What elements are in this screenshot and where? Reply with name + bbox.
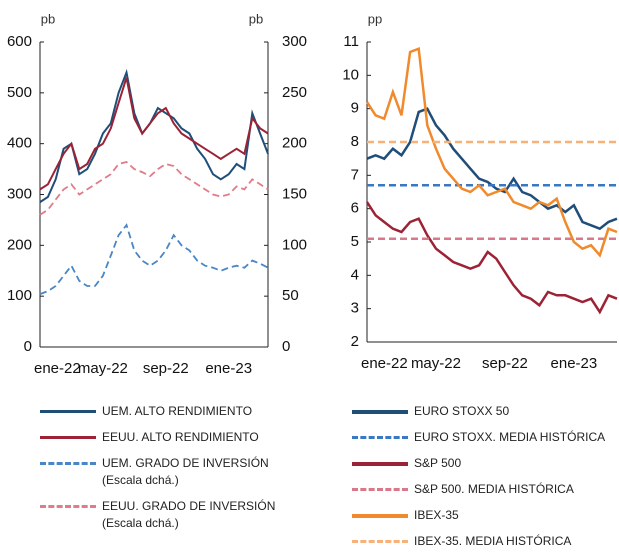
x-tick-label: ene-22 <box>361 355 408 372</box>
x-tick-label: ene-23 <box>551 355 598 372</box>
y-tick-label: 400 <box>7 135 32 152</box>
y2-tick-label: 50 <box>282 287 299 304</box>
legend-swatch <box>40 462 96 465</box>
y-tick-label: 7 <box>351 166 359 183</box>
series-line <box>39 161 269 216</box>
y2-tick-label: 250 <box>282 84 307 101</box>
series-line <box>39 68 269 203</box>
legend-label: EEUU. ALTO RENDIMIENTO <box>102 430 259 444</box>
legend-swatch <box>40 436 96 439</box>
legend-label: S&P 500. MEDIA HISTÓRICA <box>414 482 574 496</box>
series-line <box>39 77 269 191</box>
legend-swatch <box>352 514 408 518</box>
legend-label: IBEX-35 <box>414 508 459 522</box>
legend-item: IBEX-35. MEDIA HISTÓRICA <box>352 533 605 550</box>
legend-item: EURO STOXX 50 <box>352 403 605 420</box>
legend-label: UEM. GRADO DE INVERSIÓN (Escala dchá.) <box>102 456 269 487</box>
series-line <box>366 107 618 231</box>
y-tick-label: 5 <box>351 233 359 250</box>
y2-tick-label: 0 <box>282 338 290 355</box>
legend-label: EEUU. GRADO DE INVERSIÓN (Escala dchá.) <box>102 499 276 530</box>
legend-item: EEUU. ALTO RENDIMIENTO <box>40 429 275 446</box>
legend-item: S&P 500 <box>352 455 605 472</box>
legend-item: UEM. GRADO DE INVERSIÓN (Escala dchá.) <box>40 455 275 489</box>
legend-label: S&P 500 <box>414 456 462 470</box>
legend-label: UEM. ALTO RENDIMIENTO <box>102 404 253 418</box>
legend-swatch <box>40 410 96 413</box>
series-line <box>365 46 618 258</box>
y-tick-label: 3 <box>351 300 359 317</box>
y-axis-label: pp <box>368 11 382 26</box>
legend-label: EURO STOXX. MEDIA HISTÓRICA <box>414 430 606 444</box>
legend-swatch <box>352 462 408 466</box>
y-tick-label: 100 <box>7 287 32 304</box>
series-line <box>39 223 269 295</box>
series-line <box>365 201 618 315</box>
y-tick-label: 9 <box>351 100 359 117</box>
y-tick-label: 200 <box>7 236 32 253</box>
y-tick-label: 10 <box>342 66 359 83</box>
legend-item: IBEX-35 <box>352 507 605 524</box>
x-tick-label: may-22 <box>411 355 461 372</box>
y2-tick-label: 300 <box>282 33 307 50</box>
y-tick-label: 8 <box>351 133 359 150</box>
legend-item: EEUU. GRADO DE INVERSIÓN (Escala dchá.) <box>40 498 275 532</box>
y2-tick-label: 100 <box>282 236 307 253</box>
y-tick-label: 4 <box>351 266 359 283</box>
x-tick-label: sep-22 <box>482 355 528 372</box>
legend-item: UEM. ALTO RENDIMIENTO <box>40 403 275 420</box>
y-tick-label: 300 <box>7 185 32 202</box>
y-tick-label: 11 <box>343 33 359 50</box>
legend-swatch <box>40 505 96 508</box>
y2-tick-label: 200 <box>282 135 307 152</box>
y-tick-label: 6 <box>351 200 359 217</box>
legend-swatch <box>352 488 408 491</box>
x-tick-label: ene-22 <box>34 360 81 377</box>
y-axis-label: pb <box>41 11 55 26</box>
legend-swatch <box>352 540 408 543</box>
x-tick-label: may-22 <box>78 360 128 377</box>
y2-tick-label: 150 <box>282 185 307 202</box>
y-tick-label: 500 <box>7 84 32 101</box>
y-tick-label: 600 <box>7 33 32 50</box>
legend-swatch <box>352 436 408 439</box>
chart: 0 100 200 300 400 500 600 0 50 100 150 200 250 300 pb p… <box>7 11 618 377</box>
legend-swatch <box>352 410 408 414</box>
legend-label: EURO STOXX 50 <box>414 404 510 418</box>
legend-item: EURO STOXX. MEDIA HISTÓRICA <box>352 429 605 446</box>
legend-item: S&P 500. MEDIA HISTÓRICA <box>352 481 605 498</box>
legend: UEM. ALTO RENDIMIENTO EEUU. ALTO RENDIMIE… <box>40 403 275 541</box>
x-tick-label: sep-22 <box>143 360 189 377</box>
y-tick-label: 2 <box>351 333 359 350</box>
y-tick-label: 0 <box>24 338 32 355</box>
legend-label: IBEX-35. MEDIA HISTÓRICA <box>414 534 572 548</box>
y2-axis-label: pb <box>249 11 263 26</box>
legend: EURO STOXX 50 EURO STOXX. MEDIA HISTÓRICA… <box>352 403 605 559</box>
x-tick-label: ene-23 <box>205 360 252 377</box>
